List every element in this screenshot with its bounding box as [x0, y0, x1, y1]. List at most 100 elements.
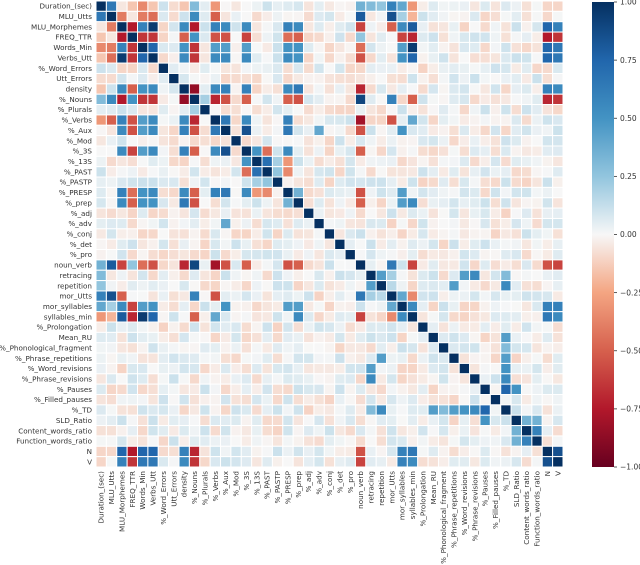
heatmap-cell [271, 321, 284, 333]
x-tick-label: %_Pauses [481, 471, 490, 507]
heatmap-cell [157, 300, 170, 313]
heatmap-cell [178, 280, 190, 292]
heatmap-cell [489, 311, 502, 323]
heatmap-cell [479, 300, 491, 313]
heatmap-cell [375, 238, 388, 251]
heatmap-cell [157, 321, 170, 333]
heatmap-cell [365, 93, 377, 106]
heatmap-cell [303, 197, 315, 209]
heatmap-cell [396, 83, 408, 95]
heatmap-cell [95, 135, 107, 147]
heatmap-cell [334, 311, 346, 323]
heatmap-cell [479, 21, 491, 33]
heatmap-cell [95, 155, 107, 168]
heatmap-cell [126, 21, 139, 33]
heatmap-cell [323, 249, 336, 261]
heatmap-cell [105, 414, 118, 427]
heatmap-cell [199, 41, 211, 54]
heatmap-cell [541, 155, 554, 168]
heatmap-cell [230, 373, 242, 385]
heatmap-cell [406, 373, 419, 385]
heatmap-cell [95, 280, 107, 292]
heatmap-cell [500, 259, 512, 271]
heatmap-cell [188, 0, 201, 12]
heatmap-cell [209, 135, 222, 147]
heatmap-cell [137, 31, 149, 43]
heatmap-cell [157, 259, 170, 271]
y-tick-label: Words_Min [53, 43, 92, 52]
heatmap-cell [292, 362, 305, 375]
heatmap-cell [126, 52, 139, 64]
y-tick-label: N [87, 447, 92, 456]
heatmap-cell [95, 342, 107, 354]
heatmap-cell [126, 83, 139, 95]
heatmap-cell [386, 435, 398, 447]
heatmap-cell [354, 207, 367, 219]
heatmap-cell [427, 331, 439, 344]
heatmap-cell [417, 445, 429, 458]
heatmap-cell [469, 331, 481, 344]
heatmap-cell [95, 186, 107, 199]
heatmap-cell [458, 373, 471, 385]
heatmap-cell [344, 0, 356, 12]
heatmap-cell [271, 269, 284, 282]
heatmap-cell [489, 383, 502, 396]
heatmap-cell [188, 362, 201, 375]
heatmap-cell [271, 62, 284, 74]
heatmap-cell [313, 290, 325, 302]
heatmap-cell [251, 93, 263, 106]
heatmap-cell [375, 93, 388, 106]
heatmap-cell [354, 72, 367, 85]
heatmap-cell [168, 435, 180, 447]
x-tick-label: %_Aux [221, 470, 230, 495]
heatmap-cell [417, 352, 429, 364]
heatmap-cell [541, 280, 554, 292]
heatmap-cell [365, 166, 377, 178]
heatmap-cell [552, 21, 564, 33]
heatmap-cell [251, 52, 263, 64]
heatmap-cell [157, 72, 170, 85]
heatmap-cell [489, 197, 502, 209]
heatmap-cell [137, 404, 149, 416]
heatmap-cell [354, 145, 367, 157]
heatmap-cell [406, 321, 419, 333]
heatmap-cell [365, 238, 377, 251]
heatmap-cell [168, 331, 180, 344]
heatmap-cell [220, 155, 232, 168]
heatmap-cell [541, 31, 554, 43]
heatmap-cell [157, 114, 170, 126]
x-tick-label: %_Phonological_fragment [439, 471, 448, 564]
heatmap-cell [147, 269, 159, 282]
heatmap-cell [230, 259, 242, 271]
heatmap-cell [220, 321, 232, 333]
heatmap-cell [500, 414, 512, 427]
heatmap-cell [417, 425, 429, 437]
heatmap-cell [531, 166, 543, 178]
heatmap-cell [271, 456, 284, 468]
heatmap-cell [458, 207, 471, 219]
heatmap-cell [417, 311, 429, 323]
heatmap-cell [427, 383, 439, 396]
heatmap-cell [406, 62, 419, 74]
heatmap-cell [458, 362, 471, 375]
heatmap-cell [510, 0, 522, 12]
heatmap-cell [261, 300, 273, 313]
heatmap-cell [292, 373, 305, 385]
heatmap-cell [220, 83, 232, 95]
heatmap-cell [396, 404, 408, 416]
heatmap-cell [168, 394, 180, 406]
heatmap-cell [188, 228, 201, 240]
heatmap-cell [323, 31, 336, 43]
heatmap-cell [157, 0, 170, 12]
heatmap-cell [354, 197, 367, 209]
heatmap-cell [282, 135, 294, 147]
heatmap-cell [240, 373, 253, 385]
heatmap-cell [531, 217, 543, 230]
heatmap-cell [105, 269, 118, 282]
heatmap-cell [168, 31, 180, 43]
heatmap-cell [240, 362, 253, 375]
heatmap-cell [479, 228, 491, 240]
heatmap-cell [437, 228, 450, 240]
x-tick-label: %_3S [242, 471, 251, 491]
heatmap-cell [282, 238, 294, 251]
